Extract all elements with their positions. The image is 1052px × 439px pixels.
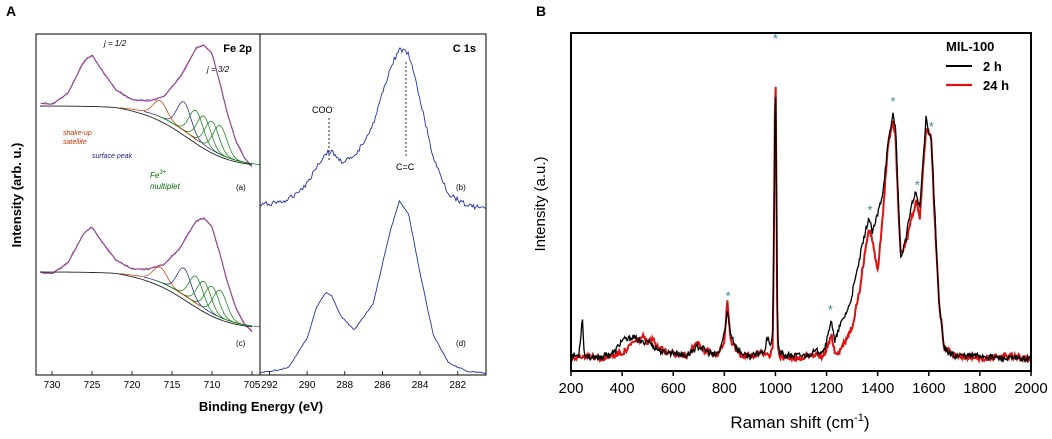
fe-component-peak	[155, 109, 237, 161]
fe-background	[40, 105, 253, 165]
peak-star-marker: *	[915, 178, 920, 193]
raman-tick-label: 1200	[810, 380, 843, 397]
peak-star-marker: *	[828, 302, 833, 317]
fe3-base: Fe	[150, 171, 160, 180]
c-1s-plot: 292 290 288 286 284 282 C 1s COO- C=C (b) (d)	[259, 33, 487, 391]
raman-xlabel-tail: )	[864, 413, 870, 432]
raman-tick-label: 1000	[759, 380, 792, 397]
c-curves	[259, 47, 487, 374]
raman-tick-label: 1800	[963, 380, 996, 397]
raman-tick-label: 1400	[861, 380, 894, 397]
c-tick-label: 288	[336, 380, 353, 391]
xps-x-axis-label: Binding Energy (eV)	[199, 399, 323, 414]
legend-label-24h: 24 h	[983, 78, 1009, 93]
c1s-trace	[259, 199, 487, 374]
coo-base: COO	[312, 105, 333, 115]
raman-y-axis-label: Intensity (a.u.)	[532, 156, 549, 251]
raman-series-2h	[570, 97, 1032, 363]
fe-j32-label: j = 3/2	[206, 65, 230, 74]
surface-peak-label: surface peak	[92, 153, 133, 160]
fe-component-peak	[171, 285, 253, 327]
raman-x-ticks: 200 400 600 800 1000 1200 1400 1600 1800 2000	[558, 371, 1048, 397]
fe-x-ticks: 730 725 720 715 710 705	[44, 371, 261, 391]
c-tick-label: 292	[261, 380, 278, 391]
fe-component-peak	[119, 266, 201, 307]
raman-x-axis-label: Raman shift (cm-1)	[730, 412, 869, 432]
legend-label-2h: 2 h	[983, 59, 1002, 74]
fe-y-axis-label: Intensity (arb. u.)	[9, 143, 24, 248]
peak-star-marker: *	[773, 31, 778, 46]
panel-a-letter: A	[6, 3, 16, 19]
fe-curves	[40, 44, 261, 333]
subplot-label-d: (d)	[456, 339, 466, 348]
raman-tick-label: 200	[558, 380, 583, 397]
peak-star-marker: *	[726, 288, 731, 303]
coo-label: COO-	[312, 105, 335, 115]
fe-measured-trace	[40, 217, 253, 332]
peak-star-marker: *	[890, 94, 895, 109]
fe-plot-frame	[35, 33, 261, 376]
c-tick-label: 290	[299, 380, 316, 391]
fe-background	[40, 271, 253, 328]
raman-peak-stars: * * * * * * *	[726, 31, 934, 317]
fe3-sup: 3+	[159, 170, 166, 176]
fe-component-peak	[155, 275, 237, 324]
shake-up-label: shake-up	[63, 130, 92, 137]
c-tick-label: 284	[412, 380, 429, 391]
fe-tick-label: 730	[44, 380, 61, 391]
fe-panel-title: Fe 2p	[223, 43, 252, 55]
fe-fit-envelope	[40, 217, 253, 333]
fe-tick-label: 705	[244, 380, 261, 391]
raman-xlabel-base: Raman shift (cm	[730, 413, 854, 432]
raman-tick-label: 2000	[1014, 380, 1047, 397]
coo-sup: -	[333, 105, 335, 111]
fe-component-peak	[163, 281, 245, 326]
peak-star-marker: *	[929, 119, 934, 134]
raman-curves	[570, 86, 1032, 365]
raman-tick-label: 400	[610, 380, 635, 397]
peak-star-marker: *	[867, 203, 872, 218]
raman-tick-label: 800	[712, 380, 737, 397]
satellite-label: satellite	[63, 139, 87, 146]
raman-plot: * * * * * * * 200 400 600 800 1000 1200 1400 1600 1800…	[558, 31, 1047, 397]
fe-component-peak	[179, 125, 261, 165]
c1s-trace	[259, 47, 487, 211]
fe-component-peak	[171, 120, 253, 164]
fe-tick-label: 715	[164, 380, 181, 391]
fe-tick-label: 725	[84, 380, 101, 391]
fe-component-peak	[179, 289, 261, 328]
raman-series-24h	[570, 86, 1032, 365]
fe3-label: Fe3+	[150, 170, 167, 180]
raman-plot-frame	[570, 32, 1032, 372]
subplot-label-b: (b)	[456, 183, 466, 192]
subplot-label-c: (c)	[236, 339, 246, 348]
c-tick-label: 282	[449, 380, 466, 391]
c-x-ticks: 292 290 288 286 284 282	[261, 371, 467, 391]
raman-tick-label: 600	[661, 380, 686, 397]
multiplet-label: multiplet	[150, 182, 181, 191]
cc-label: C=C	[396, 162, 415, 172]
fe-2p-plot: 730 725 720 715 710 705 Fe 2p j = 1/2 j = 3/2…	[35, 33, 261, 391]
fe-measured-trace	[40, 44, 253, 167]
raman-tick-label: 1600	[912, 380, 945, 397]
fe-tick-label: 710	[204, 380, 221, 391]
fe-j12-label: j = 1/2	[103, 39, 127, 48]
c-tick-label: 286	[374, 380, 391, 391]
c-plot-frame	[259, 33, 487, 376]
fe-tick-label: 720	[124, 380, 141, 391]
subplot-label-a: (a)	[236, 183, 246, 192]
fe-component-peak	[163, 115, 245, 163]
c-panel-title: C 1s	[453, 43, 476, 55]
legend-title: MIL-100	[946, 39, 994, 54]
fe-component-peak	[119, 100, 201, 143]
panel-b-letter: B	[536, 3, 546, 19]
raman-xlabel-sup: -1	[854, 412, 864, 424]
